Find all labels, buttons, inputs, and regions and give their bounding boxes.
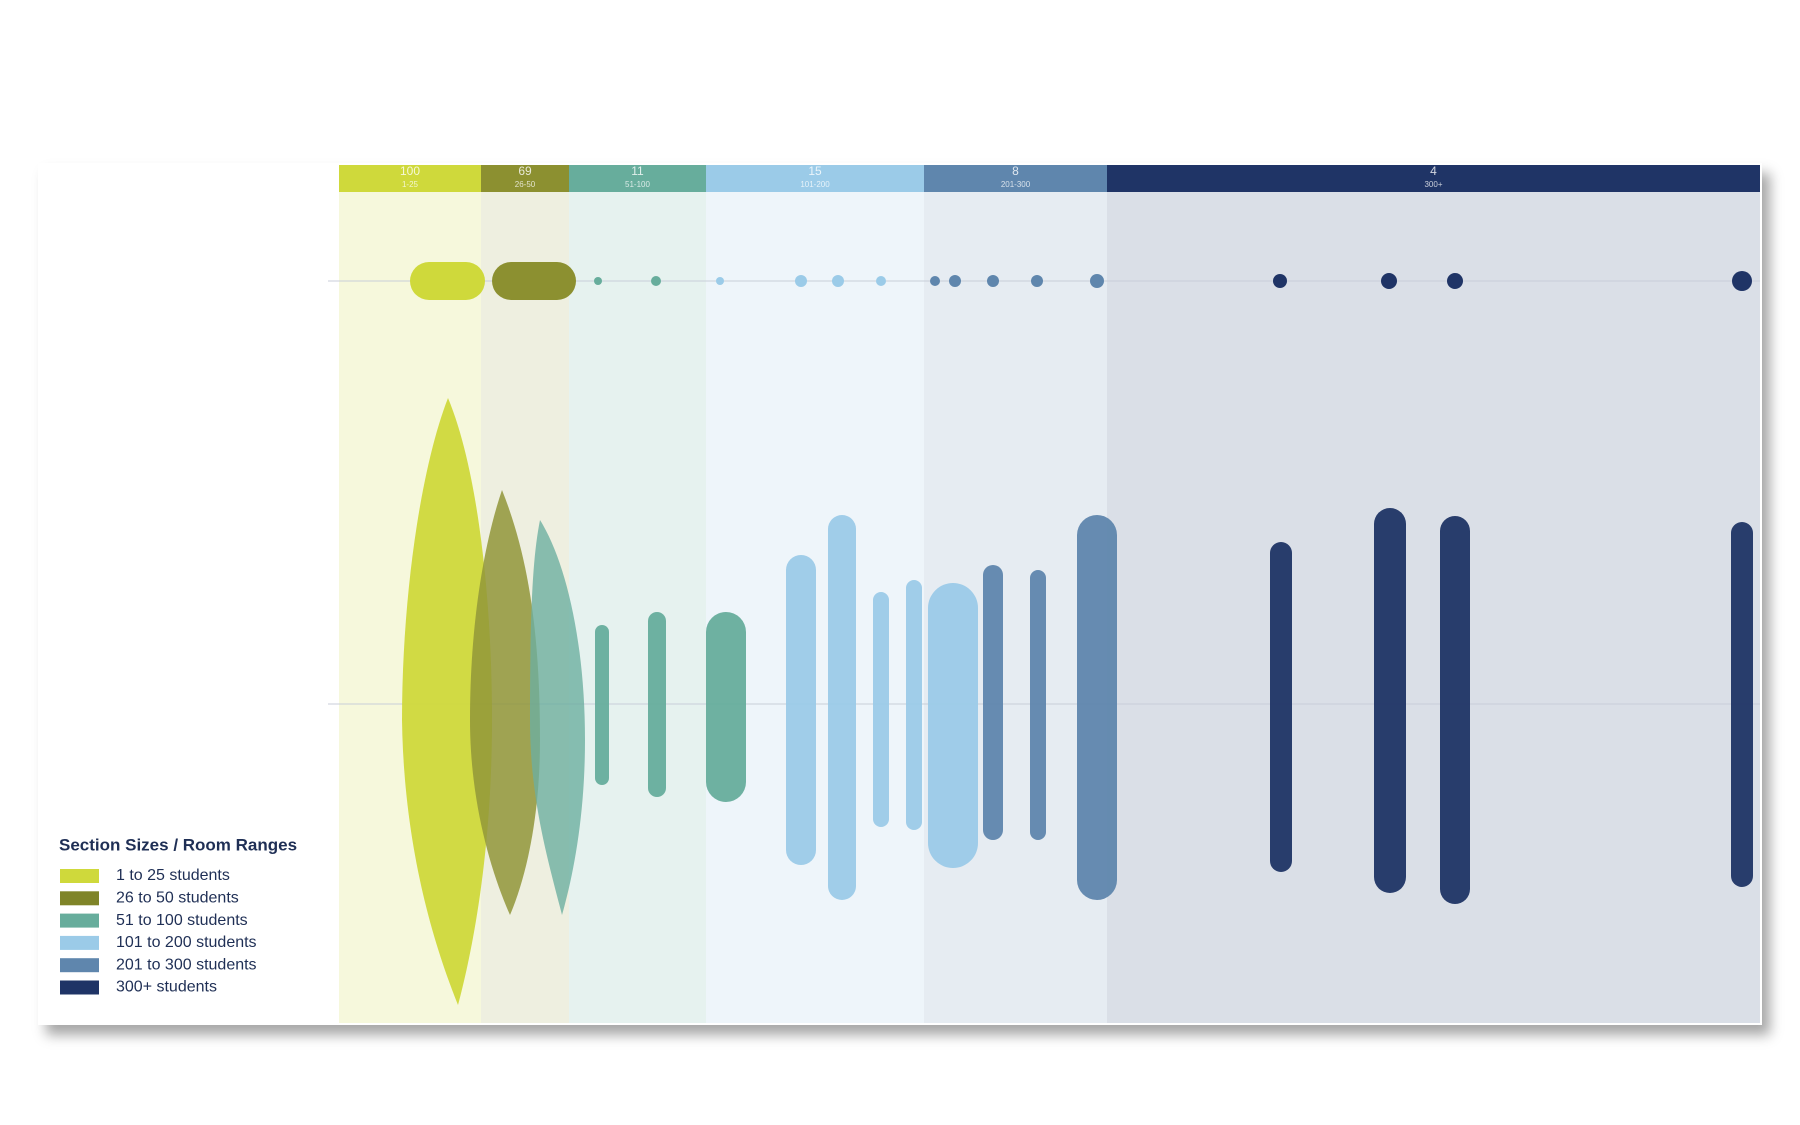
swarm-shapes [402,398,1753,1005]
band-range: 51-100 [625,180,650,189]
room-dot [1732,271,1752,291]
legend-label: 101 to 200 students [116,934,257,951]
legend-swatch [60,891,99,906]
band-header [569,165,706,192]
swarm [786,555,816,865]
swarm [648,612,666,797]
room-dot [795,275,807,287]
band-count: 4 [1430,164,1437,178]
room-dot [1447,273,1463,289]
room-dot [1031,275,1043,287]
swarm [983,565,1003,840]
swarm [906,580,922,830]
room-dot [1381,273,1397,289]
band-header [924,165,1107,192]
band-header [1107,165,1760,192]
legend-label: 1 to 25 students [116,867,230,884]
band-header [481,165,569,192]
swarm [1731,522,1753,887]
band-headers: 100 1-25 69 26-50 11 51-100 15 101-200 8 201-300 4… [339,164,1760,192]
band-count: 100 [400,164,420,178]
legend-label: 300+ students [116,979,217,996]
band-background [569,165,706,1023]
room-dot [832,275,844,287]
band-range: 26-50 [515,180,536,189]
legend-label: 51 to 100 students [116,912,248,929]
swarm [873,592,889,827]
room-swarm [492,262,576,300]
band-range: 1-25 [402,180,419,189]
legend-swatch [60,869,99,883]
room-dot [651,276,661,286]
swarm [706,612,746,802]
room-dot [876,276,886,286]
room-swarm [410,262,485,300]
band-range: 201-300 [1001,180,1031,189]
room-dot [1273,274,1287,288]
legend-swatch [60,913,99,928]
room-dot [987,275,999,287]
room-dot [594,277,602,285]
swarm [828,515,856,900]
band-count: 8 [1012,164,1019,178]
room-dot [1090,274,1104,288]
band-count: 11 [631,164,644,178]
room-dot [716,277,724,285]
band-header [706,165,924,192]
band-count: 15 [808,164,822,178]
swarm [928,583,978,868]
swarm [1077,515,1117,900]
legend-title: Section Sizes / Room Ranges [59,835,297,854]
legend-swatch [60,980,99,995]
swarm [1440,516,1470,904]
band-count: 69 [518,164,532,178]
legend: Section Sizes / Room Ranges 1 to 25 stud… [59,835,297,995]
swarm [402,398,492,1005]
swarm [1270,542,1292,872]
swarm [1030,570,1046,840]
room-dots [410,262,1752,300]
swarm [595,625,609,785]
legend-label: 201 to 300 students [116,956,257,973]
legend-label: 26 to 50 students [116,890,239,907]
band-range: 101-200 [800,180,830,189]
legend-swatch [60,935,99,950]
legend-swatch [60,958,99,973]
room-dot [949,275,961,287]
swarm [530,520,585,915]
swarm [1374,508,1406,893]
swarm [470,490,540,915]
room-dot [930,276,940,286]
band-header [339,165,481,192]
band-range: 300+ [1424,180,1442,189]
band-background [1107,165,1760,1023]
